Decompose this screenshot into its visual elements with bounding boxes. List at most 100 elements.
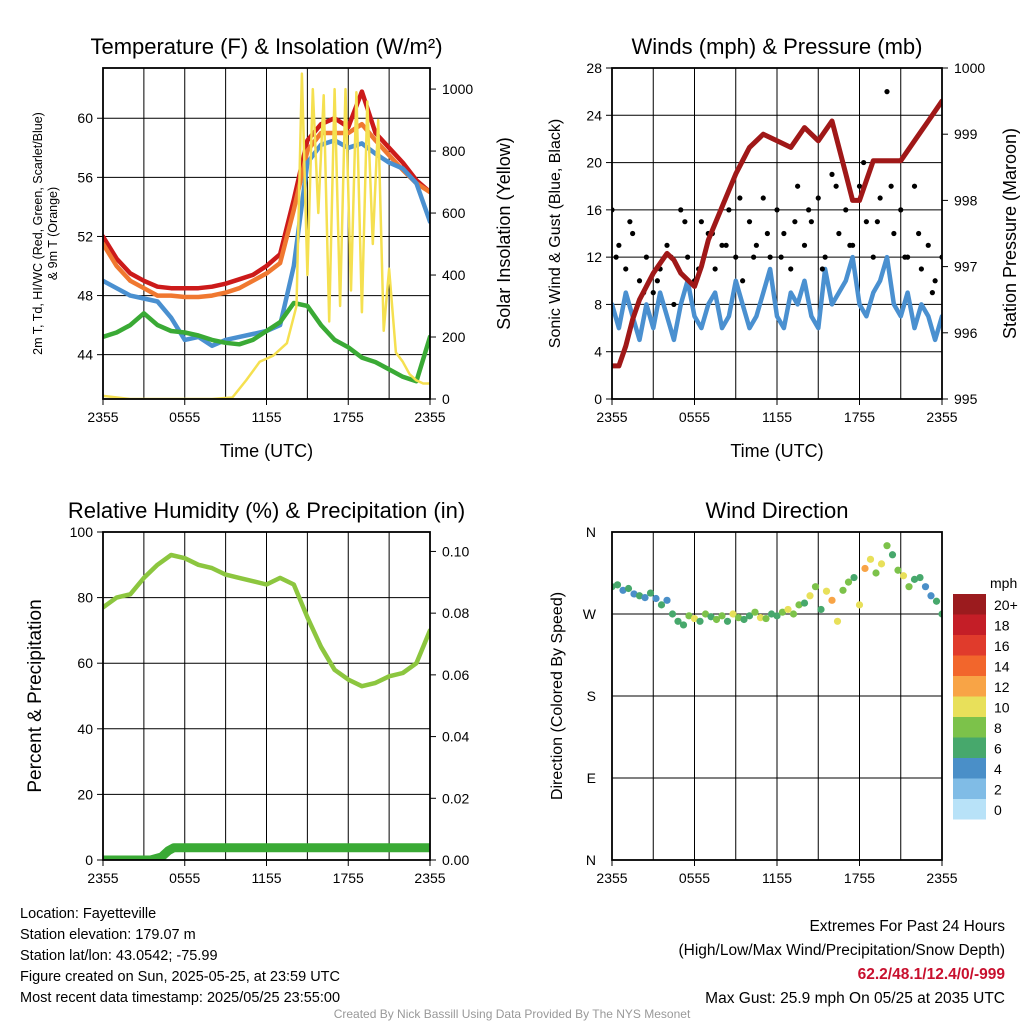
- wind-direction-point: [668, 610, 677, 618]
- gust-point: [916, 230, 922, 237]
- station-location: Location: Fayetteville: [20, 906, 157, 922]
- y-tick-label: 8: [594, 296, 602, 312]
- wind-direction-point: [844, 578, 853, 586]
- x-tick-label: 2355: [87, 870, 118, 886]
- gust-point: [884, 89, 890, 95]
- x-tick-label: 1155: [762, 870, 792, 886]
- y-right-tick-label: 998: [954, 192, 978, 208]
- series-9m-t: [103, 121, 430, 300]
- y-tick-label: 24: [586, 107, 602, 123]
- gust-point: [898, 207, 904, 213]
- series-sonic-wind: [612, 254, 942, 343]
- y-right-tick-label: 0.02: [442, 790, 469, 806]
- y-tick-label: 44: [77, 347, 93, 363]
- y-right-tick-label: 800: [442, 143, 466, 159]
- wind-direction-point: [690, 614, 699, 623]
- wind-direction-point: [646, 589, 655, 597]
- x-axis-label: Time (UTC): [730, 441, 823, 461]
- series-group: [103, 552, 430, 860]
- legend-swatch: [953, 614, 986, 635]
- gust-point: [726, 207, 732, 213]
- y-tick-label: 4: [594, 344, 602, 360]
- y-right-tick-label: 0.00: [442, 852, 469, 868]
- gust-point: [767, 254, 773, 260]
- wind-direction-point: [718, 612, 726, 620]
- x-tick-label: 2355: [926, 870, 957, 886]
- wind-direction-point: [784, 605, 792, 614]
- wind-direction-point: [767, 610, 776, 618]
- gust-point: [847, 242, 853, 248]
- y-right-tick-label: 995: [954, 391, 978, 407]
- gust-point: [764, 230, 770, 237]
- gust-point: [746, 219, 753, 225]
- wind-direction-point: [921, 583, 930, 591]
- y-tick-label: E: [587, 770, 596, 786]
- gust-point: [822, 254, 828, 260]
- gust-point: [925, 242, 931, 248]
- station-info: Location: Fayetteville Station elevation…: [20, 904, 340, 1009]
- gust-point: [888, 183, 894, 189]
- gust-point: [685, 254, 691, 260]
- wind-direction-point: [723, 617, 732, 625]
- gust-point: [932, 278, 938, 284]
- gust-point: [774, 207, 780, 213]
- x-tick-label: 1155: [251, 409, 281, 425]
- y-axis-label: & 9m T (Orange): [46, 187, 60, 280]
- wind-direction-point: [657, 601, 666, 609]
- legend-label: 0: [994, 802, 1002, 818]
- wind-direction-point: [696, 617, 704, 625]
- x-tick-label: 2355: [87, 409, 118, 425]
- x-tick-label: 1755: [844, 870, 875, 886]
- wind-direction-point: [795, 601, 803, 609]
- wind-direction-point: [635, 592, 644, 600]
- gust-point: [861, 159, 867, 166]
- wind-direction-point: [756, 614, 765, 622]
- legend-label: 2: [994, 782, 1002, 798]
- gust-point: [753, 242, 759, 248]
- y-right-tick-label: 200: [442, 329, 466, 345]
- wind-direction-point: [861, 564, 869, 573]
- speed-legend: mph 20+ 18 16 14 12 10 8 6 4 2 0: [953, 575, 1018, 820]
- plot-frame: [102, 531, 431, 861]
- x-tick-label: 1755: [333, 870, 364, 886]
- wind-direction-point: [888, 551, 897, 559]
- legend-title: mph: [990, 575, 1017, 591]
- gust-point: [819, 266, 825, 272]
- gust-point: [698, 219, 704, 225]
- y-tick-label: W: [583, 606, 597, 622]
- extremes-values: 62.2/48.1/12.4/0/-999: [857, 966, 1005, 983]
- gust-point: [751, 254, 757, 260]
- y-right-tick-label: 999: [954, 126, 978, 142]
- gust-point: [808, 219, 814, 225]
- y-tick-label: 20: [586, 155, 602, 171]
- wind-direction-point: [663, 596, 671, 604]
- gust-point: [833, 183, 839, 189]
- y-tick-label: 0: [85, 852, 93, 868]
- gust-point: [723, 242, 729, 248]
- y-right-tick-label: 1000: [954, 60, 985, 76]
- y-tick-label: 20: [77, 786, 93, 802]
- gust-point: [863, 219, 869, 225]
- wind-direction-point: [630, 590, 638, 598]
- wind-direction-point: [712, 615, 721, 624]
- series-group: [612, 89, 942, 369]
- wind-direction-point: [932, 597, 941, 605]
- panel-title: Wind Direction: [705, 498, 848, 523]
- wind-direction-point: [872, 569, 880, 577]
- y-right-tick-label: 997: [954, 259, 978, 275]
- gust-point: [643, 254, 649, 260]
- x-tick-label: 0555: [679, 409, 710, 425]
- y-tick-label: N: [586, 524, 596, 540]
- wind-direction-point: [916, 573, 924, 582]
- wind-direction-point: [883, 542, 891, 550]
- wind-direction-point: [751, 608, 759, 616]
- x-tick-label: 0555: [169, 409, 200, 425]
- legend-label: 10: [994, 700, 1010, 716]
- gust-point: [781, 230, 787, 237]
- plot-frame: [102, 67, 431, 400]
- extremes-subtitle: (High/Low/Max Wind/Precipitation/Snow De…: [678, 942, 1006, 959]
- x-tick-label: 2355: [414, 409, 445, 425]
- legend-swatch: [953, 758, 986, 779]
- wind-direction-point: [762, 614, 770, 623]
